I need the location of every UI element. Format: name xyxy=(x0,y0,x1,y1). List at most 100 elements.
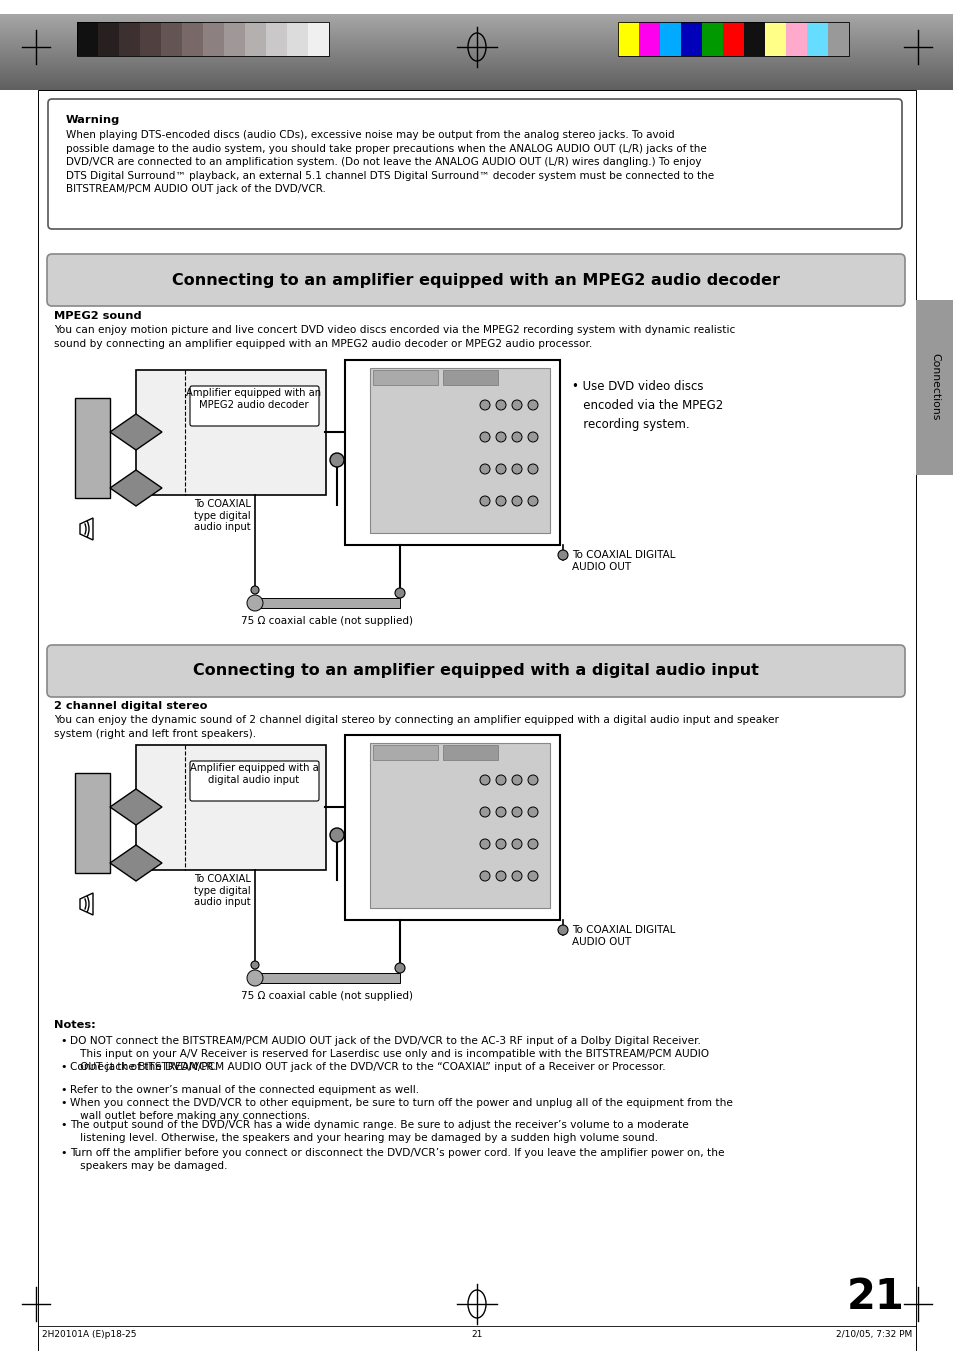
Bar xyxy=(182,22,203,55)
Bar xyxy=(203,22,224,55)
Circle shape xyxy=(527,432,537,442)
Circle shape xyxy=(512,463,521,474)
Text: To COAXIAL DIGITAL
AUDIO OUT: To COAXIAL DIGITAL AUDIO OUT xyxy=(572,925,675,947)
Circle shape xyxy=(512,432,521,442)
Circle shape xyxy=(330,828,344,842)
Circle shape xyxy=(527,463,537,474)
Circle shape xyxy=(496,775,505,785)
Circle shape xyxy=(479,871,490,881)
Bar xyxy=(254,973,399,984)
Bar xyxy=(743,22,764,55)
Circle shape xyxy=(527,839,537,848)
Circle shape xyxy=(558,550,567,561)
Bar xyxy=(224,22,245,55)
Text: Refer to the owner’s manual of the connected equipment as well.: Refer to the owner’s manual of the conne… xyxy=(70,1085,418,1096)
Circle shape xyxy=(512,871,521,881)
Circle shape xyxy=(395,588,405,598)
Polygon shape xyxy=(110,413,162,450)
Bar xyxy=(136,370,326,494)
Polygon shape xyxy=(110,789,162,825)
Bar xyxy=(0,0,953,14)
Circle shape xyxy=(512,496,521,507)
Circle shape xyxy=(496,807,505,817)
FancyBboxPatch shape xyxy=(190,386,318,426)
Bar xyxy=(140,22,161,55)
Bar xyxy=(659,22,680,55)
FancyBboxPatch shape xyxy=(47,254,904,305)
Text: Connect the BITSTREAM/PCM AUDIO OUT jack of the DVD/VCR to the “COAXIAL” input o: Connect the BITSTREAM/PCM AUDIO OUT jack… xyxy=(70,1062,665,1071)
Circle shape xyxy=(330,453,344,467)
Text: 21: 21 xyxy=(471,1329,482,1339)
Circle shape xyxy=(527,400,537,409)
Circle shape xyxy=(479,432,490,442)
Text: 21: 21 xyxy=(846,1275,904,1319)
FancyBboxPatch shape xyxy=(48,99,901,230)
Bar xyxy=(442,370,497,385)
Circle shape xyxy=(251,586,258,594)
Bar xyxy=(266,22,287,55)
Bar xyxy=(75,509,117,549)
Bar xyxy=(245,22,266,55)
FancyBboxPatch shape xyxy=(190,761,318,801)
Bar xyxy=(161,22,182,55)
Bar xyxy=(785,22,806,55)
Bar xyxy=(287,22,308,55)
Circle shape xyxy=(512,400,521,409)
Polygon shape xyxy=(110,470,162,507)
Text: When you connect the DVD/VCR to other equipment, be sure to turn off the power a: When you connect the DVD/VCR to other eq… xyxy=(70,1098,732,1121)
Bar xyxy=(680,22,701,55)
Circle shape xyxy=(395,963,405,973)
Circle shape xyxy=(512,839,521,848)
Text: • Use DVD video discs
   encoded via the MPEG2
   recording system.: • Use DVD video discs encoded via the MP… xyxy=(572,380,722,431)
Circle shape xyxy=(527,871,537,881)
Text: •: • xyxy=(60,1085,67,1096)
Text: Connecting to an amplifier equipped with an MPEG2 audio decoder: Connecting to an amplifier equipped with… xyxy=(172,273,780,288)
Bar xyxy=(370,743,550,908)
Bar xyxy=(345,359,559,544)
Text: Amplifier equipped with a
digital audio input: Amplifier equipped with a digital audio … xyxy=(190,763,318,785)
Bar xyxy=(98,22,119,55)
Bar xyxy=(915,300,953,476)
Text: You can enjoy motion picture and live concert DVD video discs encorded via the M: You can enjoy motion picture and live co… xyxy=(54,326,735,349)
Bar xyxy=(77,22,329,55)
Text: Warning: Warning xyxy=(66,115,120,126)
Bar xyxy=(75,399,110,499)
Text: 2H20101A (E)p18-25: 2H20101A (E)p18-25 xyxy=(42,1329,136,1339)
Text: You can enjoy the dynamic sound of 2 channel digital stereo by connecting an amp: You can enjoy the dynamic sound of 2 cha… xyxy=(54,715,778,739)
Bar xyxy=(764,22,785,55)
Circle shape xyxy=(479,807,490,817)
Text: Connections: Connections xyxy=(929,354,939,420)
Text: •: • xyxy=(60,1062,67,1071)
Circle shape xyxy=(247,594,263,611)
Bar xyxy=(639,22,659,55)
Text: Notes:: Notes: xyxy=(54,1020,95,1029)
FancyBboxPatch shape xyxy=(47,644,904,697)
Text: MPEG2 sound: MPEG2 sound xyxy=(54,311,141,322)
Bar xyxy=(254,598,399,608)
Circle shape xyxy=(479,496,490,507)
Bar xyxy=(77,22,98,55)
Circle shape xyxy=(512,775,521,785)
Text: To COAXIAL DIGITAL
AUDIO OUT: To COAXIAL DIGITAL AUDIO OUT xyxy=(572,550,675,571)
Text: •: • xyxy=(60,1036,67,1046)
Bar xyxy=(75,773,110,873)
Circle shape xyxy=(479,775,490,785)
Bar xyxy=(827,22,848,55)
Text: The output sound of the DVD/VCR has a wide dynamic range. Be sure to adjust the : The output sound of the DVD/VCR has a wi… xyxy=(70,1120,688,1143)
Bar xyxy=(618,22,639,55)
Circle shape xyxy=(527,807,537,817)
Circle shape xyxy=(496,432,505,442)
Circle shape xyxy=(496,463,505,474)
Bar xyxy=(806,22,827,55)
Circle shape xyxy=(527,775,537,785)
Circle shape xyxy=(247,970,263,986)
Circle shape xyxy=(558,925,567,935)
Text: To COAXIAL
type digital
audio input: To COAXIAL type digital audio input xyxy=(193,874,251,908)
Text: •: • xyxy=(60,1098,67,1108)
Text: Turn off the amplifier before you connect or disconnect the DVD/VCR’s power cord: Turn off the amplifier before you connec… xyxy=(70,1148,723,1171)
Circle shape xyxy=(496,496,505,507)
Text: •: • xyxy=(60,1148,67,1158)
Bar xyxy=(119,22,140,55)
Text: 75 Ω coaxial cable (not supplied): 75 Ω coaxial cable (not supplied) xyxy=(241,616,413,626)
Circle shape xyxy=(479,839,490,848)
